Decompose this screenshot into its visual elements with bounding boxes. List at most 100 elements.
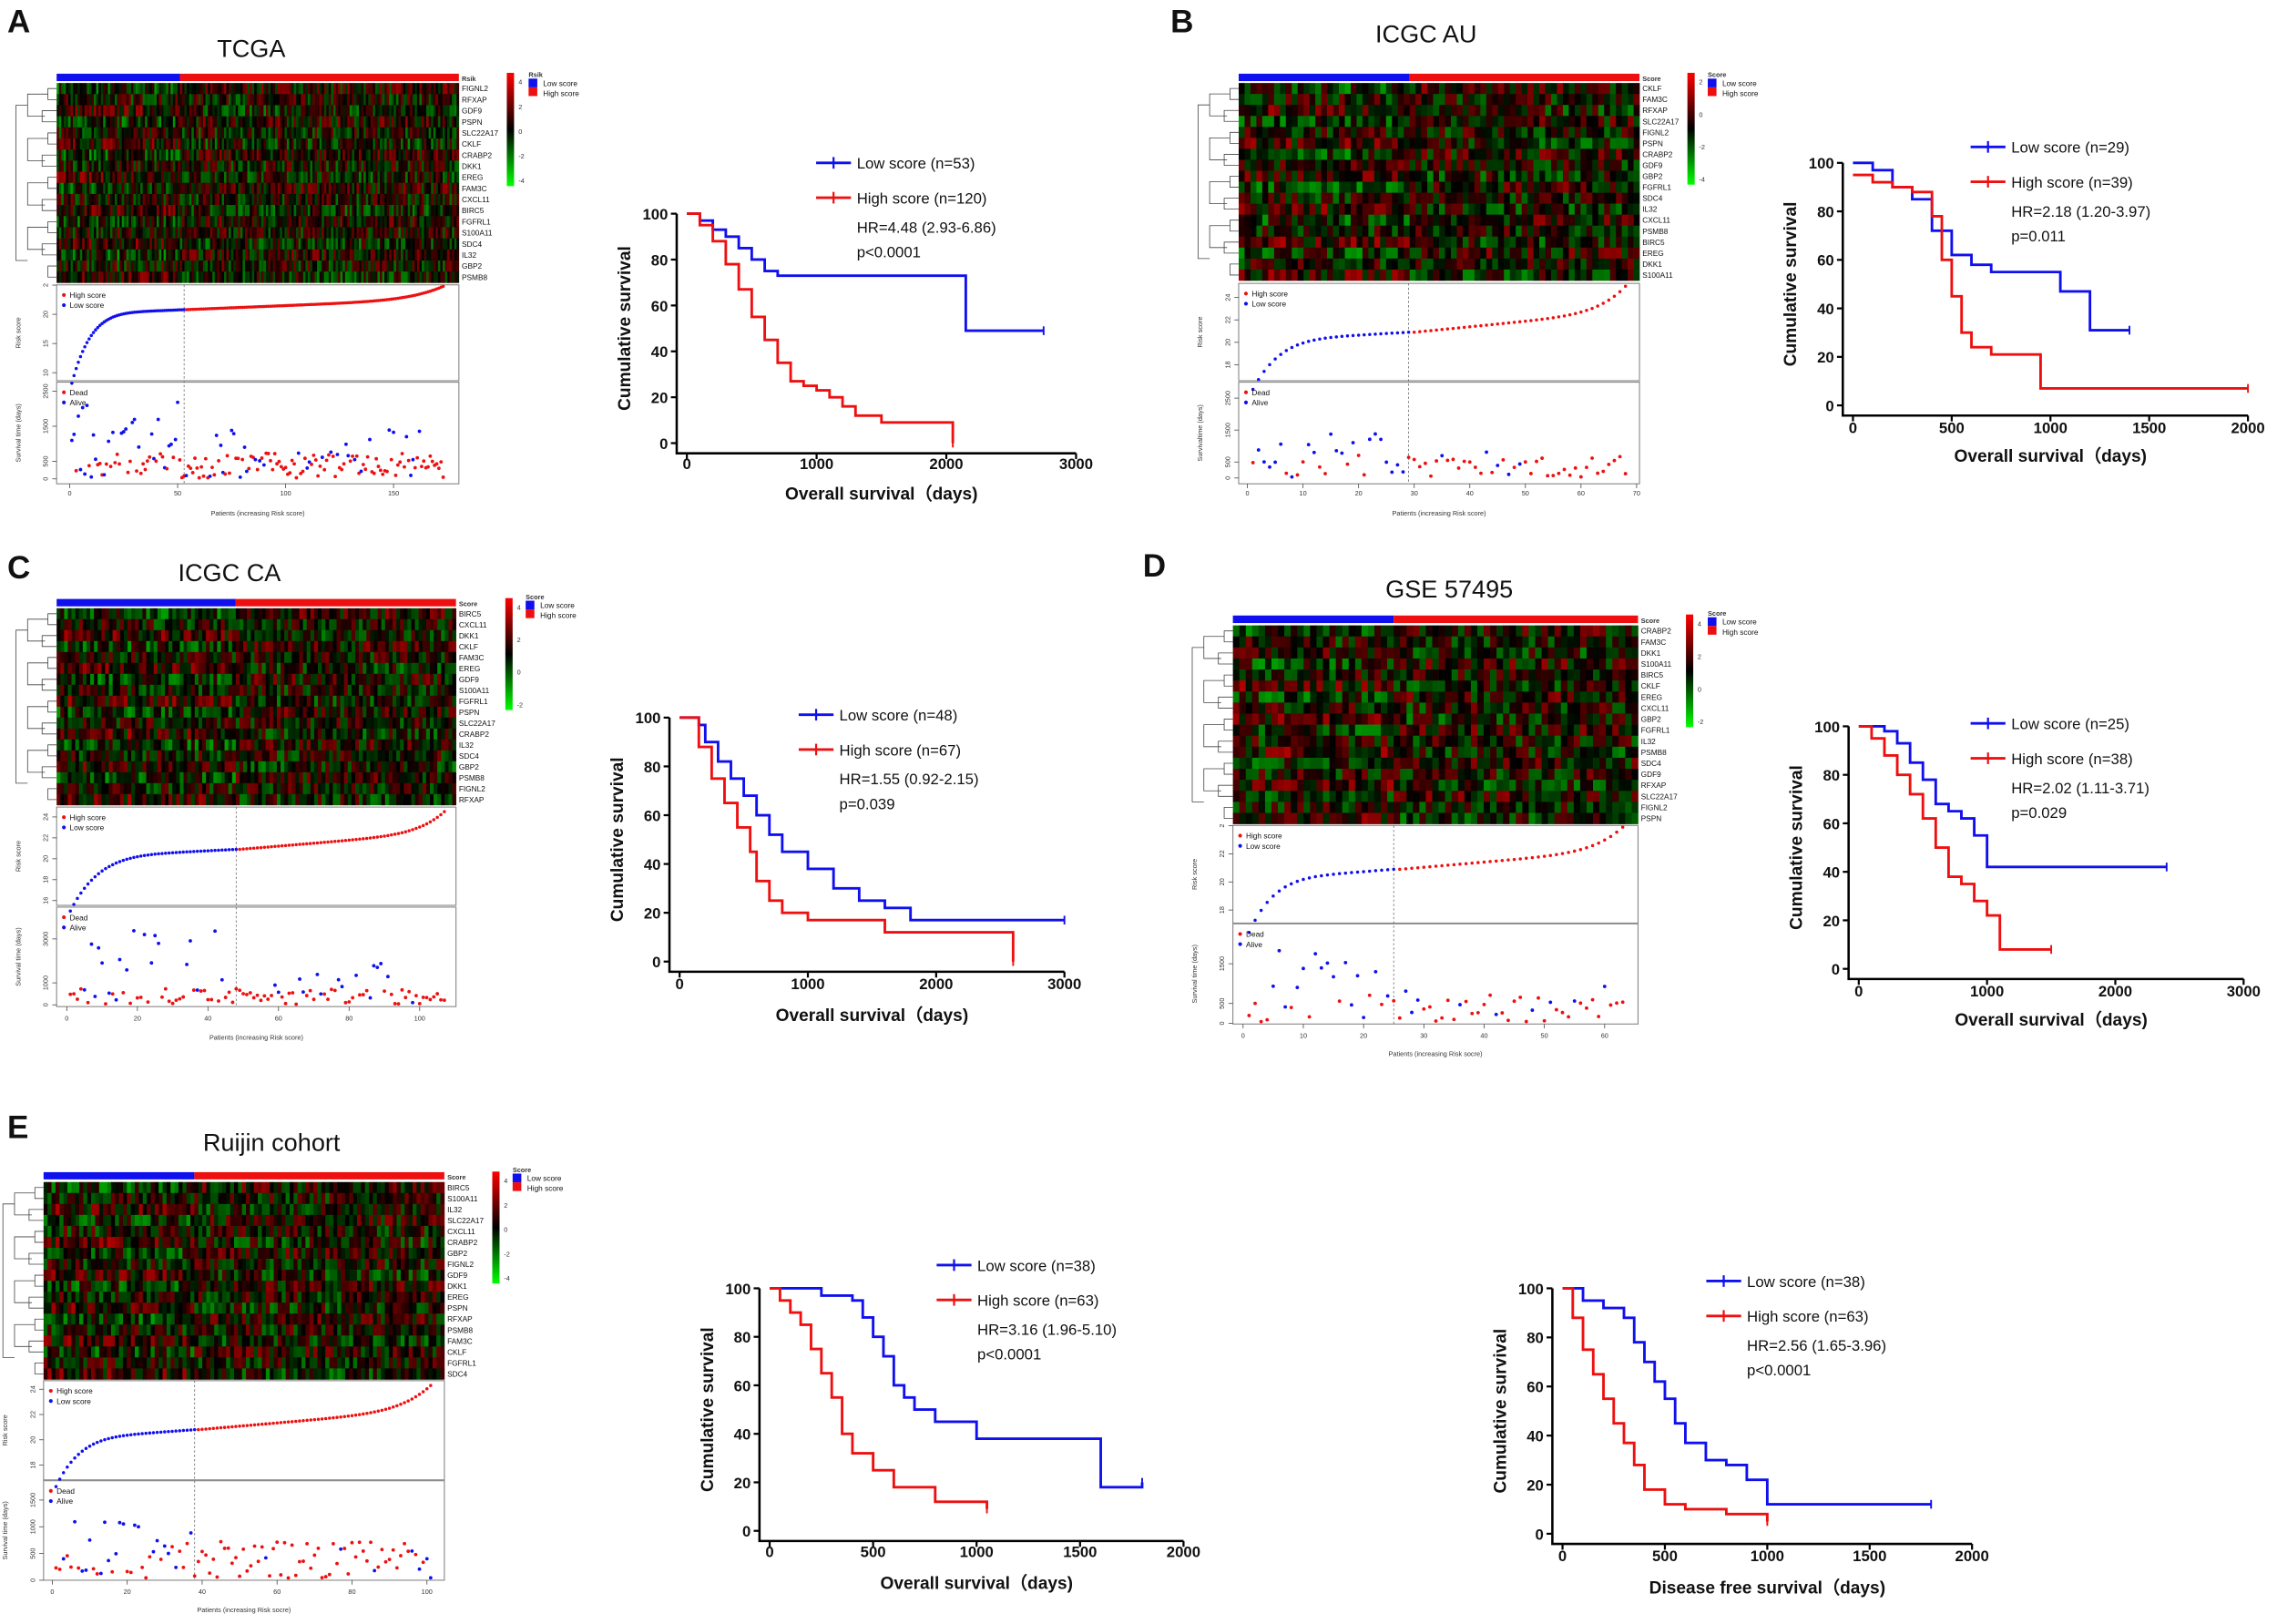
heatmap-cell	[373, 182, 376, 195]
heatmap-cell	[1362, 225, 1369, 238]
heatmap-cell	[352, 105, 355, 117]
survival-time-point	[178, 458, 182, 462]
heatmap-cell	[431, 216, 434, 228]
heatmap-cell	[1616, 225, 1622, 238]
heatmap-cell	[393, 116, 397, 128]
heatmap-cell	[382, 94, 385, 106]
heatmap-cell	[233, 249, 237, 261]
heatmap-cell	[361, 83, 364, 95]
heatmap-cell	[66, 105, 69, 117]
survival-time-point	[1345, 462, 1350, 466]
heatmap-cell	[135, 182, 138, 195]
colorbar-tick-label: 0	[1699, 110, 1702, 118]
heatmap-cell	[145, 160, 148, 172]
heatmap-cell	[56, 238, 60, 250]
survival-time-point	[329, 450, 333, 455]
heatmap-cell	[209, 193, 213, 206]
heatmap-cell	[203, 105, 206, 117]
heatmap-cell	[1580, 83, 1588, 95]
heatmap-cell	[1545, 83, 1552, 95]
heatmap-cell	[79, 127, 83, 139]
survival-time-point	[1445, 458, 1450, 463]
heatmap-cell	[447, 149, 450, 161]
heatmap-cell	[1392, 148, 1399, 160]
heatmap-cell	[1445, 247, 1452, 260]
heatmap-cell	[332, 105, 336, 117]
heatmap-cell	[67, 216, 71, 228]
survival-time-point	[203, 456, 208, 461]
heatmap-cell	[109, 149, 113, 161]
heatmap-cell	[244, 249, 248, 261]
heatmap-cell	[426, 193, 429, 206]
heatmap-cell	[196, 116, 199, 128]
dendrogram-branch	[41, 110, 57, 123]
heatmap-cell	[1415, 214, 1422, 227]
dendrogram-branch	[26, 138, 48, 161]
risk-score-point	[1268, 363, 1271, 367]
heatmap-cell	[107, 116, 111, 128]
survival-time-point	[406, 458, 411, 463]
heatmap-cell	[1433, 94, 1440, 106]
survival-time-point	[1435, 459, 1439, 464]
heatmap-cell	[263, 138, 267, 150]
heatmap-cell	[1486, 236, 1493, 249]
heatmap-cell	[395, 127, 399, 139]
heatmap-cell	[193, 83, 197, 95]
survival-time-point	[231, 432, 236, 436]
survival-time-point	[190, 471, 195, 475]
heatmap-cell	[128, 182, 132, 195]
heatmap-cell	[370, 182, 373, 195]
heatmap-cell	[189, 138, 192, 150]
heatmap-cell	[437, 193, 441, 206]
heatmap-cell	[314, 249, 318, 261]
heatmap-cell	[1261, 214, 1269, 227]
heatmap-cell	[1392, 127, 1399, 138]
heatmap-cell	[187, 83, 190, 95]
heatmap-cell	[151, 138, 155, 150]
heatmap-cell	[1568, 258, 1576, 271]
risk-score-point	[1524, 319, 1527, 323]
heatmap-cell	[166, 149, 169, 161]
heatmap-cell	[109, 193, 113, 206]
heatmap-cell	[70, 238, 74, 250]
heatmap-cell	[73, 83, 76, 95]
heatmap-cell	[363, 127, 367, 139]
heatmap-cell	[196, 138, 199, 150]
heatmap-cell	[1350, 83, 1357, 95]
heatmap-cell	[161, 205, 164, 217]
heatmap-cell	[361, 182, 364, 195]
heatmap-cell	[203, 127, 206, 139]
heatmap-cell	[1486, 192, 1493, 204]
heatmap-cell	[314, 83, 318, 95]
survival-time-point	[1401, 470, 1405, 475]
heatmap-cell	[444, 127, 448, 139]
heatmap-cell	[380, 260, 383, 272]
heatmap-cell	[156, 182, 159, 195]
heatmap-cell	[1397, 148, 1404, 160]
heatmap-cell	[340, 205, 343, 217]
heatmap-cell	[444, 171, 448, 184]
heatmap-cell	[421, 116, 424, 128]
heatmap-cell	[1527, 94, 1534, 106]
heatmap-cell	[1315, 203, 1322, 215]
heatmap-cell	[447, 83, 450, 95]
heatmap-cell	[1397, 83, 1404, 95]
heatmap-cell	[66, 193, 69, 206]
heatmap-cell	[382, 182, 385, 195]
y-tick-label: 2500	[42, 383, 50, 398]
heatmap-cell	[1633, 116, 1640, 128]
heatmap-cell	[77, 216, 81, 228]
heatmap-cell	[172, 238, 176, 250]
heatmap-cell	[1527, 148, 1534, 160]
heatmap-cell	[370, 216, 373, 228]
heatmap-cell	[238, 116, 241, 128]
heatmap-cell	[410, 149, 414, 161]
heatmap-cell	[91, 249, 95, 261]
heatmap-cell	[338, 171, 341, 184]
heatmap-cell	[259, 249, 262, 261]
heatmap-cell	[130, 193, 134, 206]
heatmap-cell	[230, 182, 234, 195]
dendrogram-branch	[15, 105, 28, 261]
heatmap-cell	[1256, 258, 1263, 271]
heatmap-cell	[1433, 105, 1440, 117]
